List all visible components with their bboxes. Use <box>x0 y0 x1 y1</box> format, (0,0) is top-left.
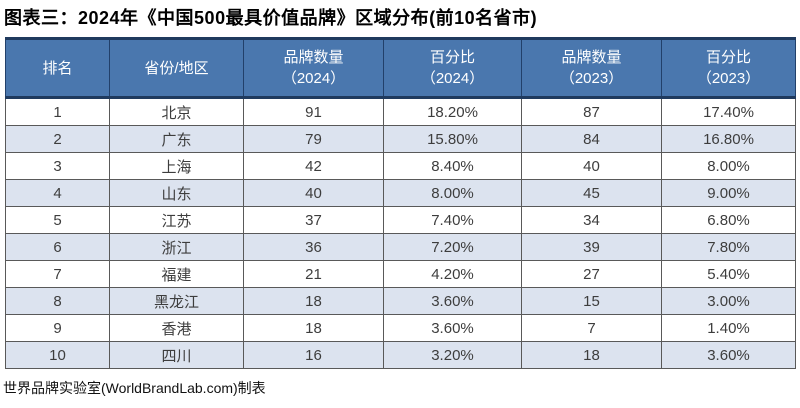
table-cell: 18 <box>243 287 384 315</box>
table-cell: 浙江 <box>109 233 244 261</box>
table-cell: 7.20% <box>383 233 522 261</box>
column-header-count-2024: 品牌数量 （2024） <box>243 37 384 99</box>
table-cell: 18.20% <box>383 97 522 126</box>
table-row: 7 福建 21 4.20% 27 5.40% <box>5 260 796 288</box>
column-header-count-2023: 品牌数量 （2023） <box>521 37 662 99</box>
table-cell: 79 <box>243 125 384 153</box>
column-header-rank: 排名 <box>5 37 110 99</box>
table-cell: 37 <box>243 206 384 234</box>
source-credit: 世界品牌实验室(WorldBrandLab.com)制表 <box>3 380 266 396</box>
table-cell: 15.80% <box>383 125 522 153</box>
table-cell: 四川 <box>109 341 244 369</box>
table-cell: 9.00% <box>661 179 796 207</box>
table-cell: 3.60% <box>383 314 522 342</box>
table-row: 8 黑龙江 18 3.60% 15 3.00% <box>5 287 796 315</box>
table-cell: 9 <box>5 314 110 342</box>
table-header: 排名 省份/地区 品牌数量 （2024） 百分比 （2024） 品牌数量 （20… <box>5 37 796 99</box>
table-cell: 5 <box>5 206 110 234</box>
table-body: 1 北京 91 18.20% 87 17.40% 2 广东 79 15.80% 84 16.80% 3 上… <box>5 97 796 369</box>
table-cell: 18 <box>243 314 384 342</box>
table-cell: 山东 <box>109 179 244 207</box>
table-header-row: 排名 省份/地区 品牌数量 （2024） 百分比 （2024） 品牌数量 （20… <box>5 37 796 99</box>
table-cell: 4 <box>5 179 110 207</box>
table-cell: 42 <box>243 152 384 180</box>
table-cell: 36 <box>243 233 384 261</box>
table-cell: 8.40% <box>383 152 522 180</box>
table-cell: 上海 <box>109 152 244 180</box>
table-cell: 18 <box>521 341 662 369</box>
table-cell: 江苏 <box>109 206 244 234</box>
table-row: 2 广东 79 15.80% 84 16.80% <box>5 125 796 153</box>
table-cell: 6 <box>5 233 110 261</box>
brand-distribution-table: 排名 省份/地区 品牌数量 （2024） 百分比 （2024） 品牌数量 （20… <box>5 37 796 369</box>
table-cell: 1.40% <box>661 314 796 342</box>
table-row: 9 香港 18 3.60% 7 1.40% <box>5 314 796 342</box>
table-cell: 广东 <box>109 125 244 153</box>
table-cell: 2 <box>5 125 110 153</box>
table-cell: 8.00% <box>383 179 522 207</box>
table-row: 6 浙江 36 7.20% 39 7.80% <box>5 233 796 261</box>
table-cell: 3 <box>5 152 110 180</box>
table-cell: 91 <box>243 97 384 126</box>
table-cell: 8 <box>5 287 110 315</box>
column-header-province: 省份/地区 <box>109 37 244 99</box>
table-cell: 87 <box>521 97 662 126</box>
column-header-pct-2024: 百分比 （2024） <box>383 37 522 99</box>
table-cell: 40 <box>243 179 384 207</box>
table-row: 10 四川 16 3.20% 18 3.60% <box>5 341 796 369</box>
table-cell: 7 <box>5 260 110 288</box>
table-row: 4 山东 40 8.00% 45 9.00% <box>5 179 796 207</box>
table-cell: 3.20% <box>383 341 522 369</box>
table-row: 5 江苏 37 7.40% 34 6.80% <box>5 206 796 234</box>
table-cell: 7.80% <box>661 233 796 261</box>
table-cell: 21 <box>243 260 384 288</box>
table-cell: 7.40% <box>383 206 522 234</box>
table-cell: 香港 <box>109 314 244 342</box>
table-row: 1 北京 91 18.20% 87 17.40% <box>5 97 796 126</box>
table-cell: 84 <box>521 125 662 153</box>
table-cell: 4.20% <box>383 260 522 288</box>
table-cell: 福建 <box>109 260 244 288</box>
table-cell: 39 <box>521 233 662 261</box>
table-cell: 17.40% <box>661 97 796 126</box>
table-cell: 3.60% <box>661 341 796 369</box>
table-row: 3 上海 42 8.40% 40 8.00% <box>5 152 796 180</box>
table-cell: 45 <box>521 179 662 207</box>
table-cell: 黑龙江 <box>109 287 244 315</box>
table-cell: 15 <box>521 287 662 315</box>
table-cell: 7 <box>521 314 662 342</box>
table-cell: 16 <box>243 341 384 369</box>
table-cell: 北京 <box>109 97 244 126</box>
chart-title: 图表三：2024年《中国500最具价值品牌》区域分布(前10名省市) <box>4 8 538 28</box>
table-cell: 10 <box>5 341 110 369</box>
table-cell: 1 <box>5 97 110 126</box>
table-cell: 8.00% <box>661 152 796 180</box>
table-cell: 40 <box>521 152 662 180</box>
table-cell: 27 <box>521 260 662 288</box>
table-cell: 3.60% <box>383 287 522 315</box>
column-header-pct-2023: 百分比 （2023） <box>661 37 796 99</box>
table-cell: 6.80% <box>661 206 796 234</box>
table-cell: 34 <box>521 206 662 234</box>
table-cell: 5.40% <box>661 260 796 288</box>
table-cell: 3.00% <box>661 287 796 315</box>
table-cell: 16.80% <box>661 125 796 153</box>
